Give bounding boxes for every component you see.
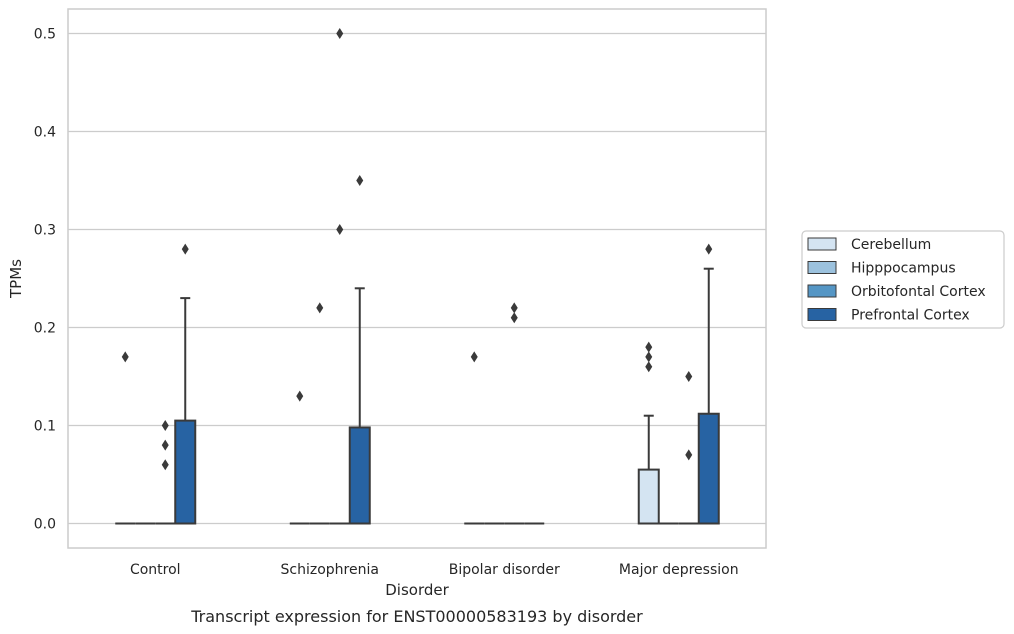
outlier-point xyxy=(645,341,653,353)
legend-swatch xyxy=(807,308,837,321)
legend-label: Orbitofontal Cortex xyxy=(851,284,986,300)
box-orbitofontal-cortex xyxy=(678,371,699,525)
legend: Cerebellum Hipppocampus Orbitofontal Corte… xyxy=(801,230,1005,329)
y-tick-label: 0.5 xyxy=(34,27,56,43)
box-cerebellum xyxy=(289,390,310,525)
outlier-point xyxy=(685,371,693,382)
x-axis-ticks: Control Schizophrenia Bipolar disorder Majo… xyxy=(130,562,739,578)
x-tick-label: Control xyxy=(130,562,181,578)
x-axis-label: Disorder xyxy=(385,581,449,599)
outlier-point xyxy=(645,361,653,373)
box-body xyxy=(348,426,371,525)
box-orbitofontal-cortex xyxy=(329,28,350,525)
y-tick-label: 0.0 xyxy=(34,517,56,533)
box-orbitofontal-cortex xyxy=(155,420,176,525)
outlier-point xyxy=(705,243,713,255)
outlier-point xyxy=(121,351,129,363)
y-tick-label: 0.3 xyxy=(34,223,56,239)
plot-area-frame xyxy=(67,8,767,549)
legend-swatch xyxy=(807,284,837,298)
legend-label: Cerebellum xyxy=(851,237,931,253)
box-body xyxy=(637,468,660,525)
outlier-point xyxy=(161,420,169,431)
outlier-point xyxy=(181,243,189,255)
box-prefrontal-cortex xyxy=(697,243,720,525)
outlier-point xyxy=(470,351,478,363)
box-cerebellum xyxy=(115,351,136,525)
box-orbitofontal-cortex xyxy=(504,302,525,525)
box-body xyxy=(697,412,720,525)
outlier-point xyxy=(161,459,169,471)
y-axis-ticks: 0.0 0.1 0.2 0.3 0.4 0.5 xyxy=(34,27,56,533)
box-cerebellum xyxy=(637,341,660,525)
legend-label: Hipppocampus xyxy=(851,261,956,277)
outlier-point xyxy=(336,224,344,235)
y-tick-label: 0.2 xyxy=(34,321,56,337)
legend-frame xyxy=(801,230,1005,329)
chart-caption: Transcript expression for ENST0000058319… xyxy=(190,607,643,626)
legend-swatch xyxy=(807,237,837,251)
legend-swatch xyxy=(807,261,837,274)
y-tick-label: 0.1 xyxy=(34,419,56,435)
gridlines xyxy=(68,32,766,525)
y-tick-label: 0.4 xyxy=(34,125,56,141)
x-tick-label: Major depression xyxy=(619,562,739,578)
box-prefrontal-cortex xyxy=(174,243,197,525)
box-body xyxy=(174,419,197,525)
box-hipppocampus xyxy=(309,302,330,525)
box-cerebellum xyxy=(464,351,485,525)
outlier-point xyxy=(316,302,324,314)
outlier-point xyxy=(645,351,653,363)
outlier-point xyxy=(336,28,344,39)
y-axis-label: TPMs xyxy=(7,259,25,299)
box-elements xyxy=(115,28,720,525)
x-tick-label: Schizophrenia xyxy=(281,562,379,578)
x-tick-label: Bipolar disorder xyxy=(449,562,560,578)
box-prefrontal-cortex xyxy=(348,175,371,525)
outlier-point xyxy=(161,439,169,451)
outlier-point xyxy=(356,175,364,186)
outlier-point xyxy=(685,449,693,461)
legend-label: Prefrontal Cortex xyxy=(851,308,970,324)
outlier-point xyxy=(510,312,518,324)
outlier-point xyxy=(296,390,304,402)
outlier-point xyxy=(510,302,518,314)
